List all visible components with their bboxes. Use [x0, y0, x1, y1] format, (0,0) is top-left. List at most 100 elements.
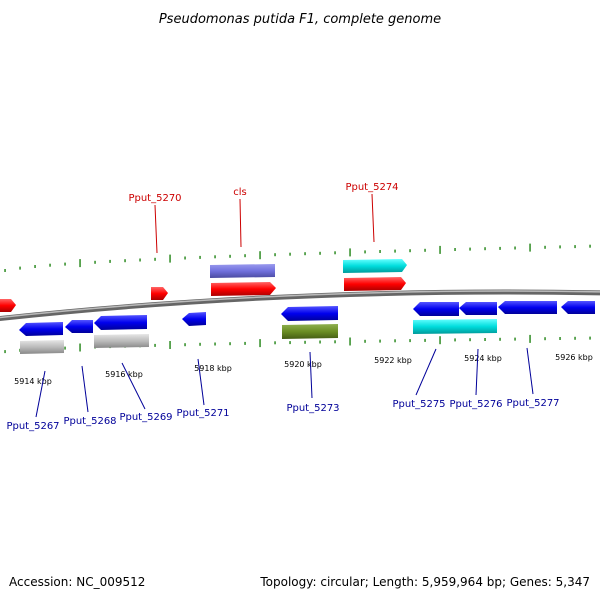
scale-tick — [244, 341, 246, 345]
gene-label-cls[interactable]: cls — [233, 187, 247, 198]
gene-pput-5274-teal[interactable] — [343, 259, 407, 273]
scale-tick — [514, 337, 516, 341]
scale-tick — [289, 341, 291, 345]
gene-pput-5269[interactable] — [94, 315, 147, 330]
label-leader-lines — [35, 193, 534, 418]
reverse-strand — [19, 301, 595, 354]
scale-tick — [229, 342, 231, 346]
scale-tick — [274, 341, 276, 345]
gene-feature[interactable] — [561, 301, 595, 314]
gene-pput-5271[interactable] — [182, 312, 206, 326]
scale-tick — [439, 336, 441, 345]
scale-tick — [364, 339, 366, 343]
scale-tick — [559, 337, 561, 340]
scale-tick — [169, 254, 171, 263]
scale-tick — [79, 259, 81, 268]
reverse-gene-labels: Pput_5267 Pput_5268 Pput_5269 Pput_5271 … — [6, 398, 559, 432]
scale-tick — [214, 255, 216, 259]
gene-cls-rna[interactable] — [210, 264, 275, 278]
scale-tick — [319, 251, 321, 255]
scale-tick — [169, 341, 171, 349]
gene-pput-5275-teal[interactable] — [413, 319, 497, 334]
scale-tick — [364, 250, 366, 254]
scale-tick — [424, 338, 426, 342]
gene-label-pput-5269[interactable]: Pput_5269 — [119, 412, 172, 423]
scale-tick — [394, 339, 396, 343]
scale-tick — [214, 342, 216, 346]
accession-text: Accession: NC_009512 — [9, 575, 145, 589]
scale-tick — [574, 336, 576, 340]
tick-label: 5922 kbp — [374, 356, 412, 365]
scale-tick — [184, 343, 186, 347]
gene-label-pput-5267[interactable]: Pput_5267 — [6, 421, 59, 432]
scale-tick — [349, 248, 351, 257]
gene-pput-5268[interactable] — [65, 320, 93, 333]
scale-tick — [184, 256, 186, 260]
scale-tick — [259, 339, 261, 348]
scale-tick — [259, 251, 261, 260]
gene-label-pput-5270[interactable]: Pput_5270 — [128, 193, 181, 204]
tick-label: 5924 kbp — [464, 354, 502, 363]
gene-pput-5273[interactable] — [281, 306, 338, 321]
scale-tick — [469, 247, 471, 251]
outer-tick-ring — [4, 243, 591, 272]
scale-tick — [304, 340, 306, 344]
scale-tick — [229, 254, 231, 258]
inner-tick-ring — [4, 334, 591, 354]
scale-tick — [589, 244, 591, 248]
forward-strand — [0, 259, 407, 312]
gene-feature[interactable] — [0, 299, 16, 312]
scale-tick — [334, 340, 336, 344]
scale-tick — [139, 258, 141, 262]
scale-tick — [409, 339, 411, 343]
gene-pput-5276[interactable] — [459, 302, 497, 315]
scale-tick — [244, 254, 246, 258]
scale-tick — [499, 337, 501, 341]
gene-label-pput-5277[interactable]: Pput_5277 — [506, 398, 559, 409]
scale-tick — [379, 339, 381, 343]
scale-tick — [4, 269, 6, 272]
tick-label: 5918 kbp — [194, 364, 232, 373]
scale-tick — [334, 251, 336, 255]
gene-pput-5273-olive[interactable] — [282, 324, 338, 339]
scale-tick — [484, 338, 486, 341]
map-title: Pseudomonas putida F1, complete genome — [159, 12, 441, 27]
gene-pput-5267-gray[interactable] — [20, 340, 64, 354]
gene-pput-5270[interactable] — [151, 287, 168, 300]
scale-tick — [109, 259, 111, 263]
gene-pput-5277[interactable] — [498, 301, 557, 314]
gene-label-pput-5275[interactable]: Pput_5275 — [392, 399, 445, 410]
scale-tick — [424, 248, 426, 252]
gene-pput-5269-gray[interactable] — [94, 334, 149, 348]
tick-label: 5916 kbp — [105, 370, 143, 379]
gene-pput-5274[interactable] — [344, 277, 406, 291]
gene-pput-5267[interactable] — [19, 322, 63, 336]
tick-label: 5920 kbp — [284, 360, 322, 369]
gene-pput-5275[interactable] — [413, 302, 459, 316]
gene-label-pput-5271[interactable]: Pput_5271 — [176, 408, 229, 419]
scale-tick — [439, 245, 441, 254]
gene-label-pput-5276[interactable]: Pput_5276 — [449, 399, 502, 410]
gene-label-pput-5268[interactable]: Pput_5268 — [63, 416, 116, 427]
scale-tick — [379, 250, 381, 253]
scale-tick — [64, 346, 66, 350]
scale-tick — [79, 343, 81, 352]
scale-tick — [199, 255, 201, 259]
gene-label-pput-5274[interactable]: Pput_5274 — [345, 182, 398, 193]
scale-tick — [559, 245, 561, 249]
scale-tick — [274, 253, 276, 257]
tick-label: 5926 kbp — [555, 353, 593, 362]
scale-tick — [589, 336, 591, 340]
scale-tick — [199, 342, 201, 346]
scale-tick — [304, 252, 306, 256]
genome-backbone — [0, 289, 600, 321]
scale-tick — [319, 340, 321, 344]
scale-tick — [529, 334, 531, 343]
scale-tick — [34, 265, 36, 268]
gene-label-pput-5273[interactable]: Pput_5273 — [286, 403, 339, 414]
gene-cls[interactable] — [211, 282, 276, 296]
scale-tick — [19, 266, 21, 270]
scale-tick — [409, 249, 411, 253]
scale-tick — [394, 249, 396, 253]
